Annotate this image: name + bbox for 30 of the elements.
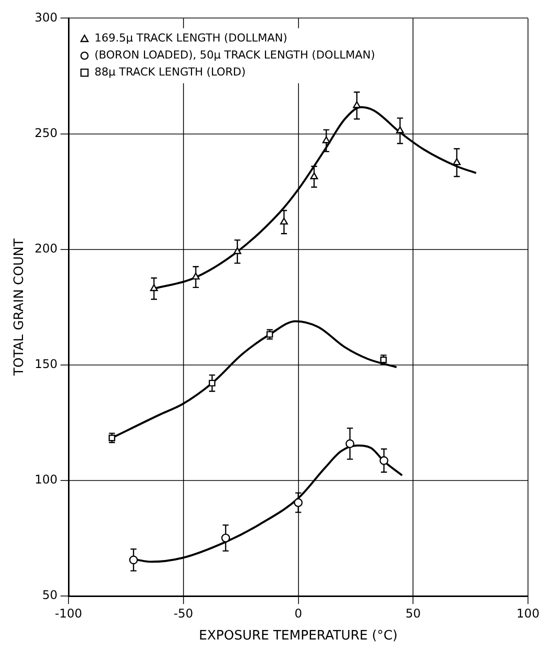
y-tick-label: 300 bbox=[34, 10, 58, 24]
legend-label: 169.5μ TRACK LENGTH (DOLLMAN) bbox=[94, 32, 288, 45]
x-tick-label: 50 bbox=[405, 606, 421, 620]
point bbox=[346, 439, 354, 448]
point bbox=[396, 126, 404, 134]
y-axis-title: TOTAL GRAIN COUNT bbox=[12, 238, 28, 377]
y-tick-label: 150 bbox=[34, 357, 58, 372]
point bbox=[322, 136, 330, 144]
point bbox=[192, 272, 200, 280]
legend-label: (BORON LOADED), 50μ TRACK LENGTH (DOLLMAN) bbox=[94, 48, 376, 62]
point bbox=[294, 498, 303, 508]
point bbox=[150, 284, 158, 292]
point bbox=[310, 172, 318, 180]
x-tick-label: -100 bbox=[54, 606, 82, 620]
x-tick-label: 0 bbox=[294, 606, 302, 620]
y-tick-label: 200 bbox=[34, 241, 58, 256]
point bbox=[280, 218, 288, 225]
x-axis-title: EXPOSURE TEMPERATURE (°C) bbox=[198, 628, 398, 644]
y-tick-label: 50 bbox=[42, 588, 58, 602]
point bbox=[129, 556, 138, 564]
y-tick-label: 100 bbox=[34, 472, 58, 487]
point bbox=[221, 534, 230, 542]
x-tick-label: -50 bbox=[174, 606, 194, 620]
y-tick-label: 250 bbox=[34, 126, 58, 140]
point bbox=[352, 101, 361, 108]
x-tick-label: 100 bbox=[516, 606, 540, 620]
point bbox=[452, 158, 461, 166]
point bbox=[233, 247, 242, 254]
legend-label: 88μ TRACK LENGTH (LORD) bbox=[94, 66, 246, 79]
point bbox=[380, 456, 388, 465]
